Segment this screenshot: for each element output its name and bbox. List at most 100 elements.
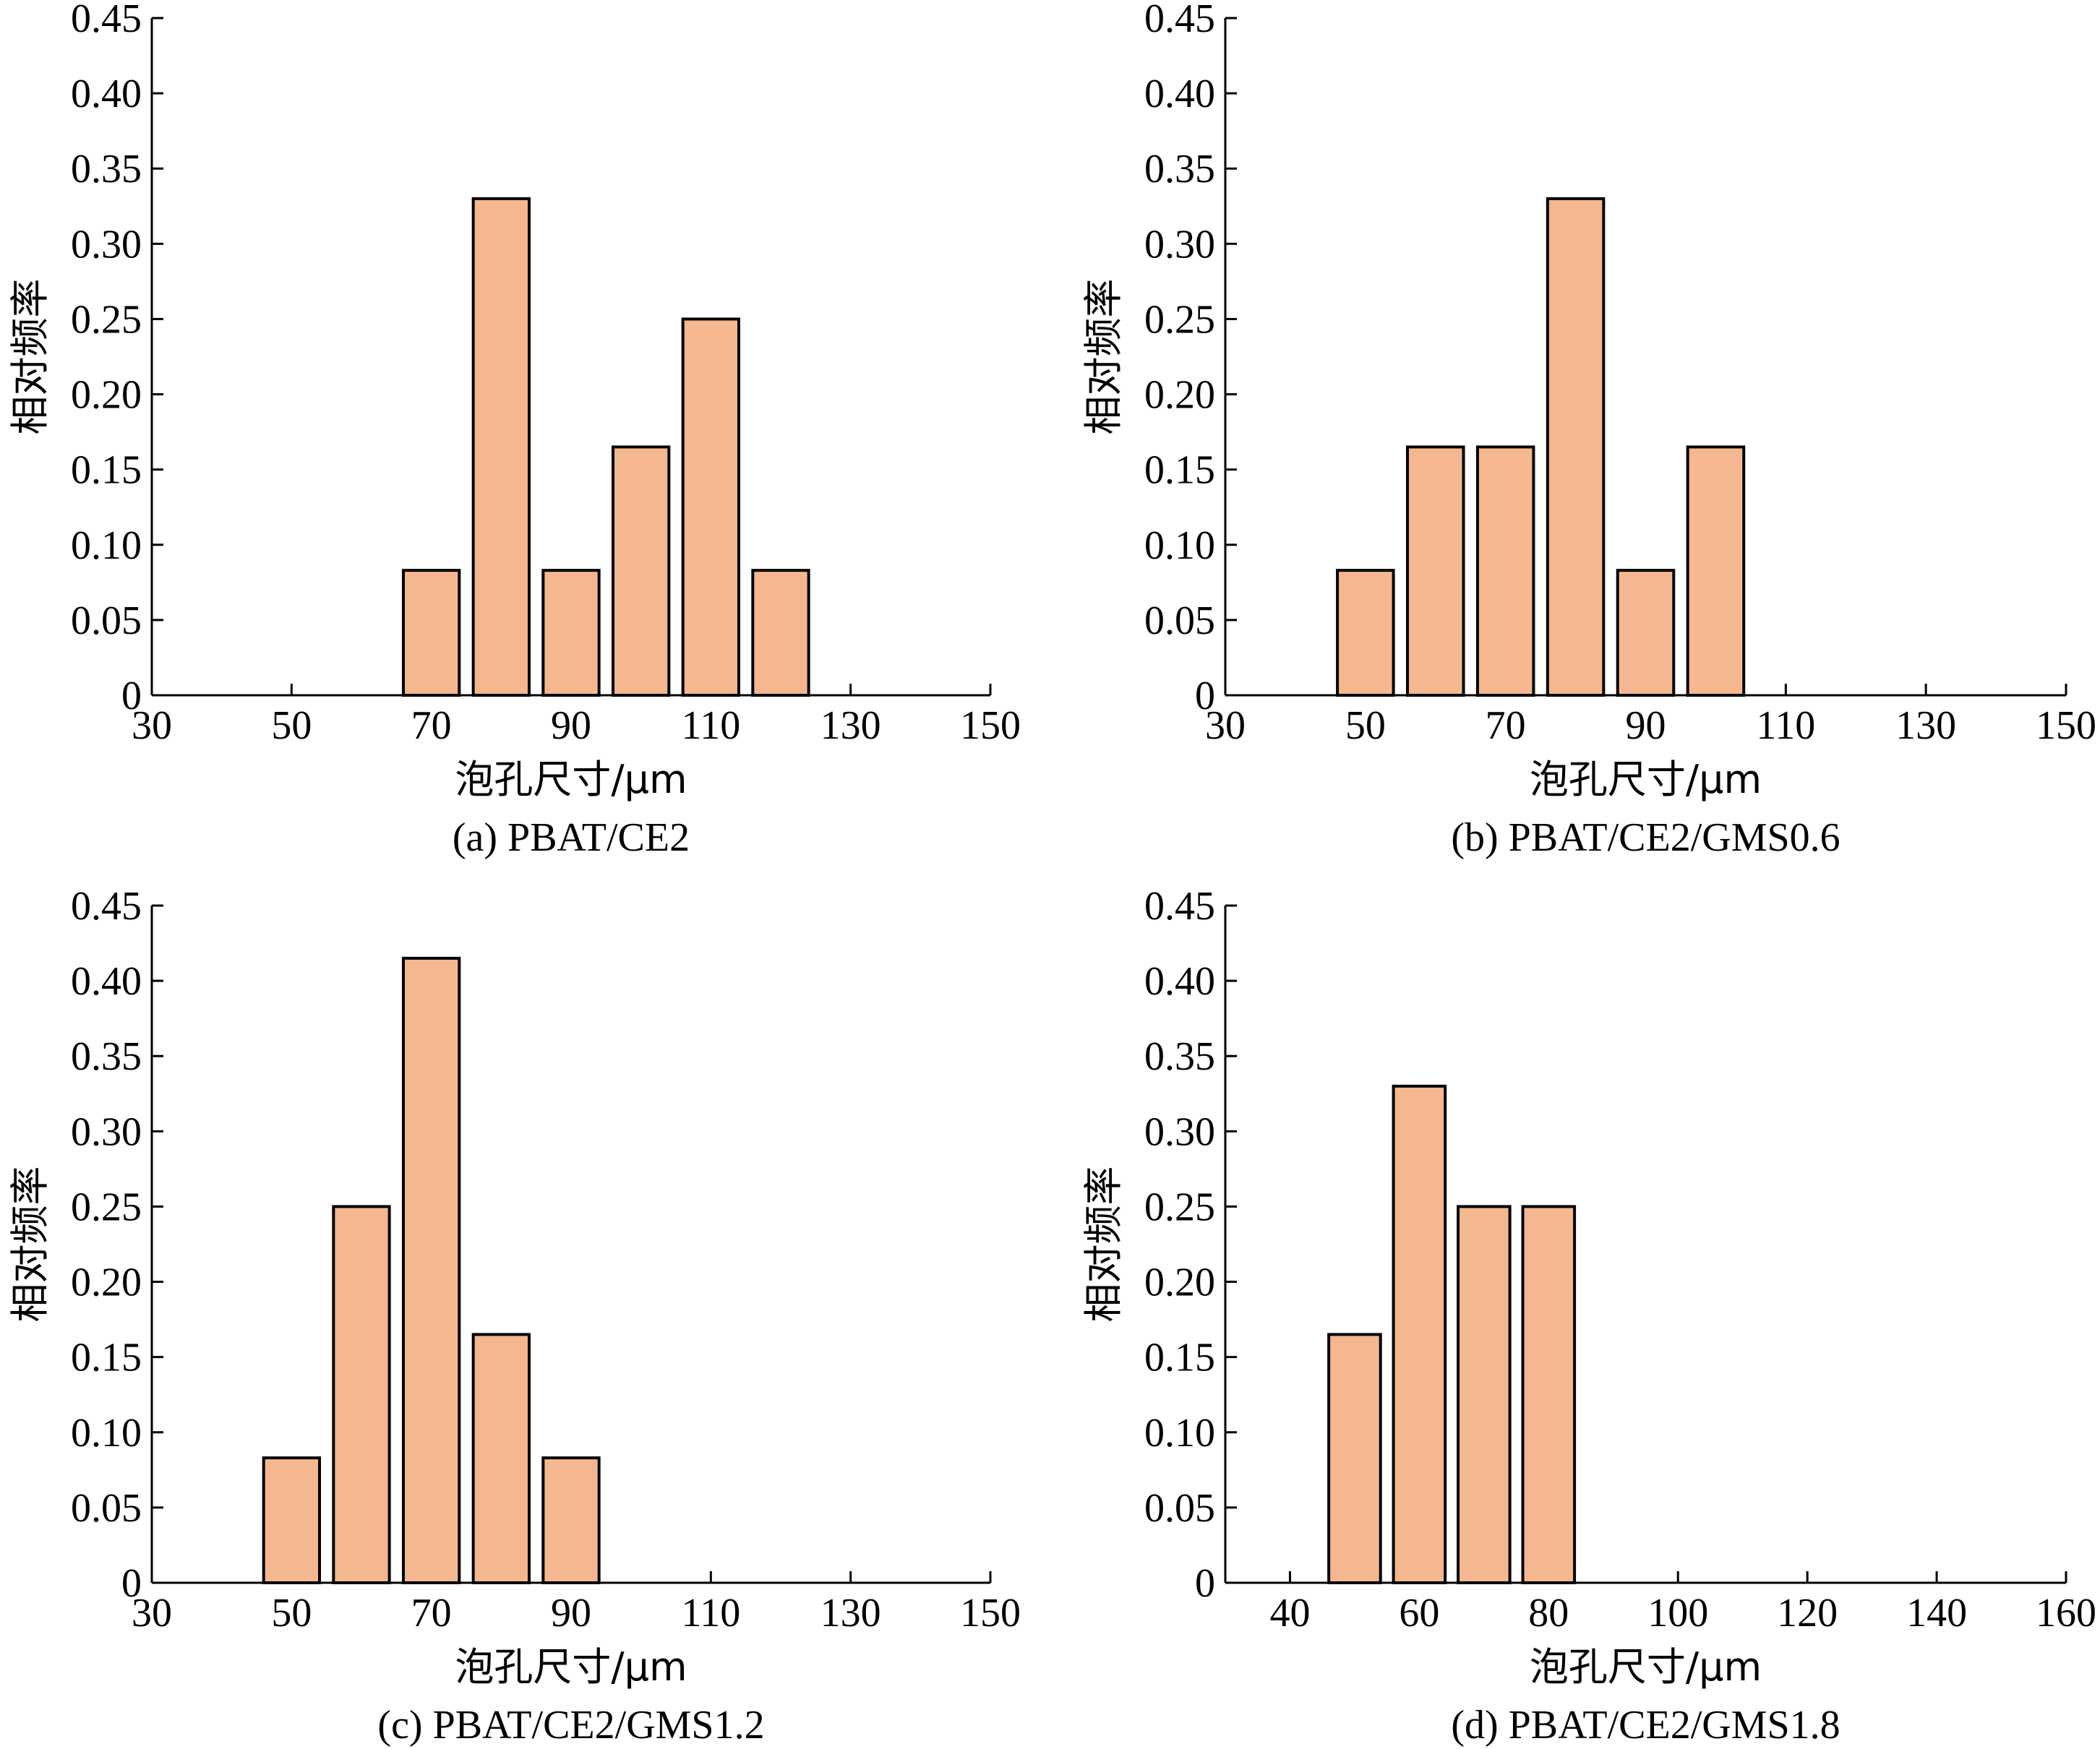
y-tick-label: 0.30 bbox=[71, 1109, 142, 1154]
x-tick-label: 160 bbox=[2036, 1591, 2096, 1636]
bar bbox=[262, 1456, 321, 1584]
y-tick-label: 0.35 bbox=[71, 1034, 142, 1079]
y-tick-label: 0.05 bbox=[1144, 598, 1215, 643]
y-tick-label: 0.25 bbox=[1144, 297, 1215, 342]
y-tick-label: 0.40 bbox=[1144, 959, 1215, 1004]
y-tick-label: 0.10 bbox=[1144, 523, 1215, 568]
bar bbox=[1475, 445, 1535, 697]
y-tick-label: 0.30 bbox=[71, 222, 142, 267]
y-tick-label: 0 bbox=[1195, 1561, 1215, 1606]
y-tick-label: 0.05 bbox=[71, 598, 142, 643]
x-tick-label: 30 bbox=[1205, 703, 1246, 748]
bar bbox=[332, 1205, 391, 1584]
bar bbox=[471, 1333, 531, 1585]
y-tick-label: 0.45 bbox=[71, 884, 142, 929]
y-tick-label: 0.25 bbox=[71, 1185, 142, 1229]
x-tick-label: 70 bbox=[411, 1591, 452, 1636]
x-tick-label: 90 bbox=[551, 1591, 591, 1636]
y-tick-label: 0.30 bbox=[1144, 222, 1215, 267]
x-tick-label: 40 bbox=[1269, 1591, 1310, 1636]
y-tick-label: 0.25 bbox=[1144, 1185, 1215, 1229]
y-tick-label: 0 bbox=[121, 1561, 142, 1606]
bar bbox=[541, 569, 601, 697]
panel-caption: (c) PBAT/CE2/GMS1.2 bbox=[377, 1703, 764, 1748]
x-tick-label: 110 bbox=[681, 1591, 740, 1636]
chart-panel-c: 0 0.05 0.10 0.15 0.20 0.25 0.30 0.35 0.40 0.45 30 5… bbox=[7, 884, 1021, 1748]
y-tick-label: 0.30 bbox=[1144, 1109, 1215, 1154]
y-tick-label: 0.15 bbox=[1144, 448, 1215, 493]
y-tick-label: 0.15 bbox=[71, 448, 142, 493]
y-tick-label: 0 bbox=[121, 674, 142, 718]
x-tick-label: 80 bbox=[1528, 1591, 1569, 1636]
bar bbox=[751, 569, 810, 697]
y-tick-label: 0.45 bbox=[71, 0, 142, 41]
bar bbox=[1327, 1333, 1382, 1585]
y-tick-label: 0.35 bbox=[1144, 147, 1215, 192]
bar bbox=[1457, 1205, 1512, 1584]
chart-panel-a: 0 0.05 0.10 0.15 0.20 0.25 0.30 0.35 0.40 0.45 30 5… bbox=[7, 0, 1021, 860]
x-tick-label: 60 bbox=[1399, 1591, 1439, 1636]
x-axis-label: 泡孔尺寸/μm bbox=[455, 757, 687, 802]
bar bbox=[612, 445, 671, 697]
x-tick-label: 90 bbox=[551, 703, 591, 748]
y-tick-label: 0.20 bbox=[71, 1260, 142, 1305]
x-tick-label: 110 bbox=[1756, 703, 1815, 748]
x-tick-label: 70 bbox=[411, 703, 452, 748]
x-tick-label: 140 bbox=[1906, 1591, 1967, 1636]
y-axis-label: 相对频率 bbox=[7, 279, 53, 435]
bar bbox=[1521, 1205, 1577, 1584]
x-axis-label: 泡孔尺寸/μm bbox=[1530, 757, 1762, 802]
y-tick-label: 0.10 bbox=[71, 1411, 142, 1456]
y-tick-label: 0.25 bbox=[71, 297, 142, 342]
y-tick-label: 0 bbox=[1195, 674, 1215, 718]
y-tick-label: 0.35 bbox=[71, 147, 142, 192]
panel-caption: (b) PBAT/CE2/GMS0.6 bbox=[1451, 815, 1840, 860]
chart-panel-b: 0 0.05 0.10 0.15 0.20 0.25 0.30 0.35 0.40 0.45 30 5… bbox=[1081, 0, 2096, 860]
x-tick-label: 30 bbox=[132, 1591, 172, 1636]
y-tick-label: 0.35 bbox=[1144, 1034, 1215, 1079]
x-tick-label: 150 bbox=[960, 1591, 1021, 1636]
bar bbox=[541, 1456, 601, 1584]
y-tick-label: 0.15 bbox=[1144, 1336, 1215, 1380]
y-tick-label: 0.15 bbox=[71, 1336, 142, 1380]
bar bbox=[1405, 445, 1465, 697]
bar bbox=[1616, 569, 1676, 697]
y-tick-label: 0.45 bbox=[1144, 884, 1215, 929]
y-tick-label: 0.10 bbox=[1144, 1411, 1215, 1456]
y-tick-label: 0.20 bbox=[1144, 1260, 1215, 1305]
chart-panel-d: 0 0.05 0.10 0.15 0.20 0.25 0.30 0.35 0.40 0.45 40 6… bbox=[1081, 884, 2096, 1748]
y-tick-label: 0.05 bbox=[1144, 1486, 1215, 1531]
y-axis-label: 相对频率 bbox=[1081, 1166, 1126, 1323]
y-axis-label: 相对频率 bbox=[1081, 279, 1126, 435]
x-axis-label: 泡孔尺寸/μm bbox=[455, 1644, 687, 1690]
y-tick-label: 0.45 bbox=[1144, 0, 1215, 41]
bar bbox=[1546, 197, 1606, 697]
x-tick-label: 50 bbox=[271, 703, 312, 748]
x-tick-label: 70 bbox=[1486, 703, 1526, 748]
bar bbox=[471, 197, 531, 697]
bar bbox=[1336, 569, 1395, 697]
x-tick-label: 50 bbox=[271, 1591, 312, 1636]
y-tick-label: 0.40 bbox=[71, 959, 142, 1004]
x-tick-label: 110 bbox=[681, 703, 740, 748]
y-tick-label: 0.10 bbox=[71, 523, 142, 568]
y-tick-label: 0.05 bbox=[71, 1486, 142, 1531]
x-tick-label: 50 bbox=[1345, 703, 1386, 748]
y-tick-label: 0.40 bbox=[71, 72, 142, 116]
x-axis-label: 泡孔尺寸/μm bbox=[1530, 1644, 1762, 1690]
x-tick-label: 130 bbox=[1895, 703, 1956, 748]
x-tick-label: 120 bbox=[1777, 1591, 1838, 1636]
bar bbox=[681, 317, 741, 697]
panel-caption: (d) PBAT/CE2/GMS1.8 bbox=[1451, 1703, 1840, 1748]
bar bbox=[402, 956, 461, 1584]
y-axis-label: 相对频率 bbox=[7, 1166, 53, 1323]
x-tick-label: 100 bbox=[1647, 1591, 1708, 1636]
y-tick-label: 0.20 bbox=[1144, 373, 1215, 418]
bar bbox=[402, 569, 461, 697]
y-tick-label: 0.40 bbox=[1144, 72, 1215, 116]
bar bbox=[1686, 445, 1746, 697]
bar bbox=[1392, 1084, 1447, 1585]
x-tick-label: 150 bbox=[2036, 703, 2096, 748]
panel-caption: (a) PBAT/CE2 bbox=[453, 815, 690, 860]
